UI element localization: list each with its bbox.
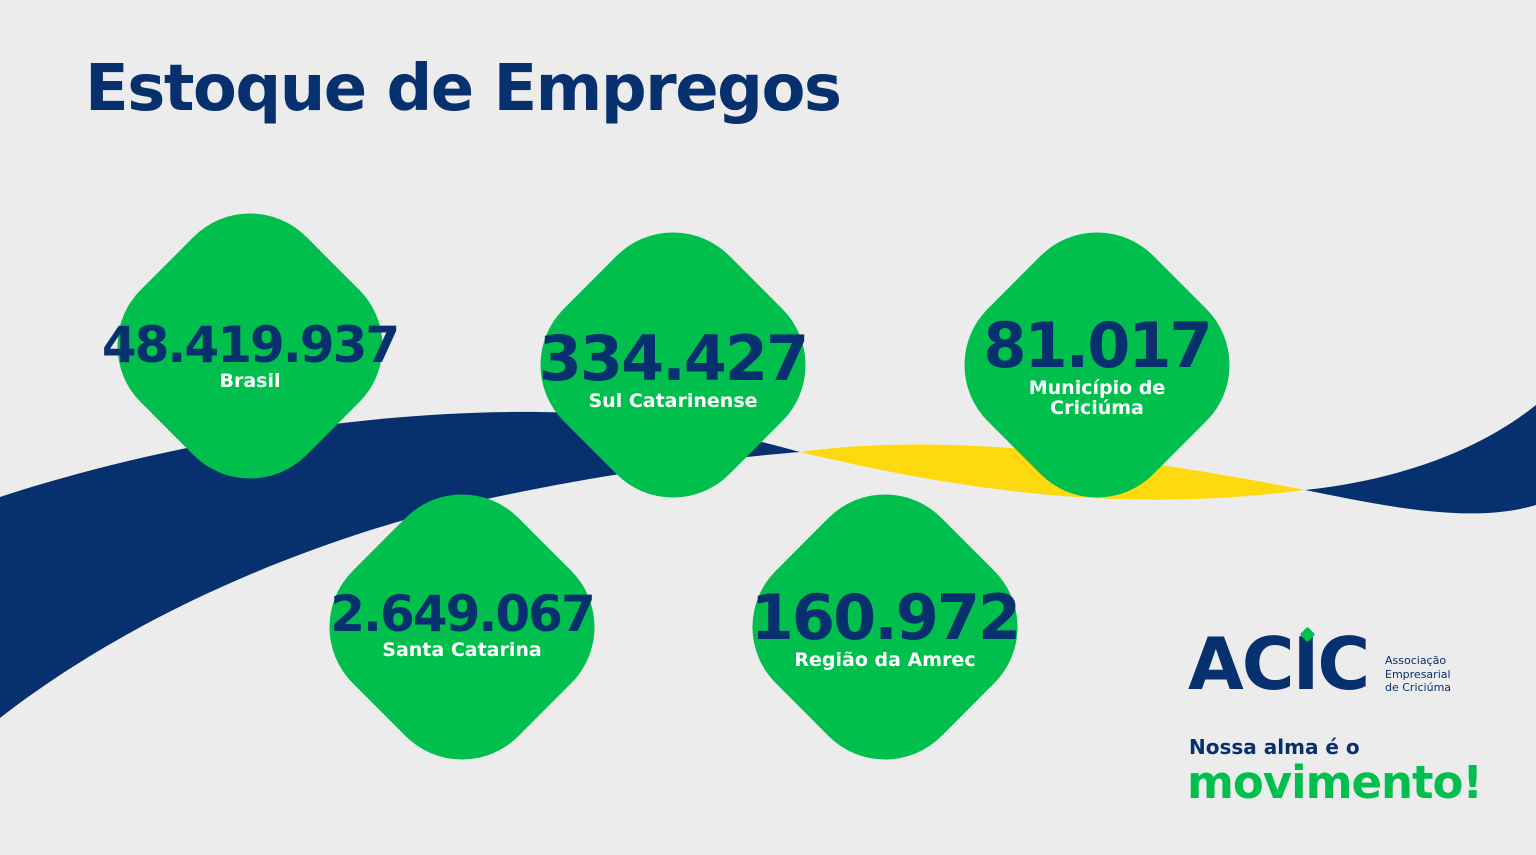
stat-card-santa-catarina: 2.649.067 Santa Catarina bbox=[296, 461, 628, 793]
logo-subtitle: Associação Empresarial de Criciúma bbox=[1385, 654, 1451, 695]
stat-value: 48.419.937 bbox=[101, 316, 400, 375]
slogan-line-1: Nossa alma é o bbox=[1189, 735, 1360, 759]
stat-card-amrec: 160.972 Região da Amrec bbox=[719, 461, 1051, 793]
stat-label: Sul Catarinense bbox=[588, 390, 758, 413]
navy-ribbon-left bbox=[0, 411, 800, 718]
stat-card-brasil: 48.419.937 Brasil bbox=[84, 180, 416, 512]
navy-ribbon-right bbox=[1305, 405, 1536, 514]
stat-card-sul-catarinense: 334.427 Sul Catarinense bbox=[507, 199, 839, 531]
page-title: Estoque de Empregos bbox=[85, 52, 842, 126]
stat-label: Santa Catarina bbox=[382, 639, 542, 662]
stat-label: Região da Amrec bbox=[794, 649, 976, 672]
stat-label: Município de Criciúma bbox=[1028, 377, 1166, 419]
logo-wordmark: ACIC bbox=[1188, 622, 1370, 706]
logo-subtitle-line: Empresarial bbox=[1385, 667, 1451, 681]
stat-label: Brasil bbox=[219, 370, 281, 393]
stat-value: 334.427 bbox=[538, 322, 809, 396]
logo-subtitle-line: de Criciúma bbox=[1385, 681, 1452, 694]
stat-value: 160.972 bbox=[750, 581, 1021, 655]
stat-value: 81.017 bbox=[983, 309, 1212, 383]
acic-logo: ACIC bbox=[1188, 628, 1370, 700]
stat-value: 2.649.067 bbox=[330, 585, 596, 644]
logo-subtitle-line: Associação bbox=[1385, 654, 1447, 667]
stat-card-criciuma: 81.017 Município de Criciúma bbox=[931, 199, 1263, 531]
slogan-line-2: movimento! bbox=[1187, 756, 1483, 809]
